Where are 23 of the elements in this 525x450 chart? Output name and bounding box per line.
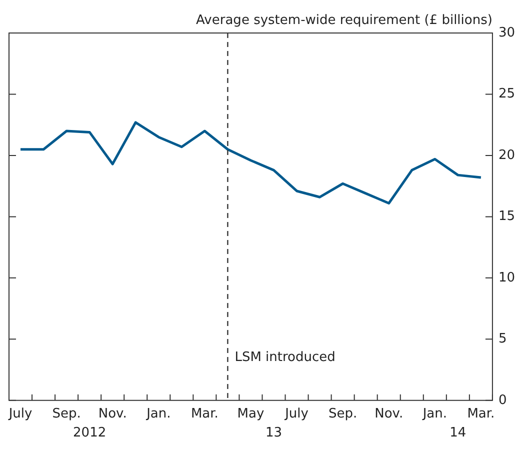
y-tick-label: 20 xyxy=(498,148,516,163)
y-tick-label: 0 xyxy=(498,392,507,408)
x-tick-label: July xyxy=(284,406,309,422)
x-tick-label: Mar. xyxy=(467,406,495,422)
text: 13 xyxy=(265,425,282,440)
x-tick-label: Nov. xyxy=(374,406,404,422)
x-tick-label: July xyxy=(8,406,32,422)
y-tick-label: 5 xyxy=(498,332,507,347)
x-tick-label: Jan. xyxy=(422,406,447,422)
text: 2012 xyxy=(73,425,106,440)
y-tick-label: 15 xyxy=(498,209,516,224)
x-tick-label: Sep. xyxy=(328,406,358,422)
x-tick-label: Jan. xyxy=(146,406,171,422)
y-tick-label: 25 xyxy=(498,86,516,102)
y-tick-label: 30 xyxy=(498,25,516,40)
annotation: LSM introduced xyxy=(234,350,336,365)
y-axis-title: Average system-wide requirement (£ billions) xyxy=(196,12,492,28)
x-tick-label: Nov. xyxy=(98,406,127,422)
text: 14 xyxy=(450,425,466,440)
x-tick-label: Sep. xyxy=(52,406,81,422)
x-tick-label: Mar. xyxy=(190,406,218,422)
x-tick-label: May xyxy=(237,406,264,422)
y-tick-label: 10 xyxy=(498,270,516,286)
